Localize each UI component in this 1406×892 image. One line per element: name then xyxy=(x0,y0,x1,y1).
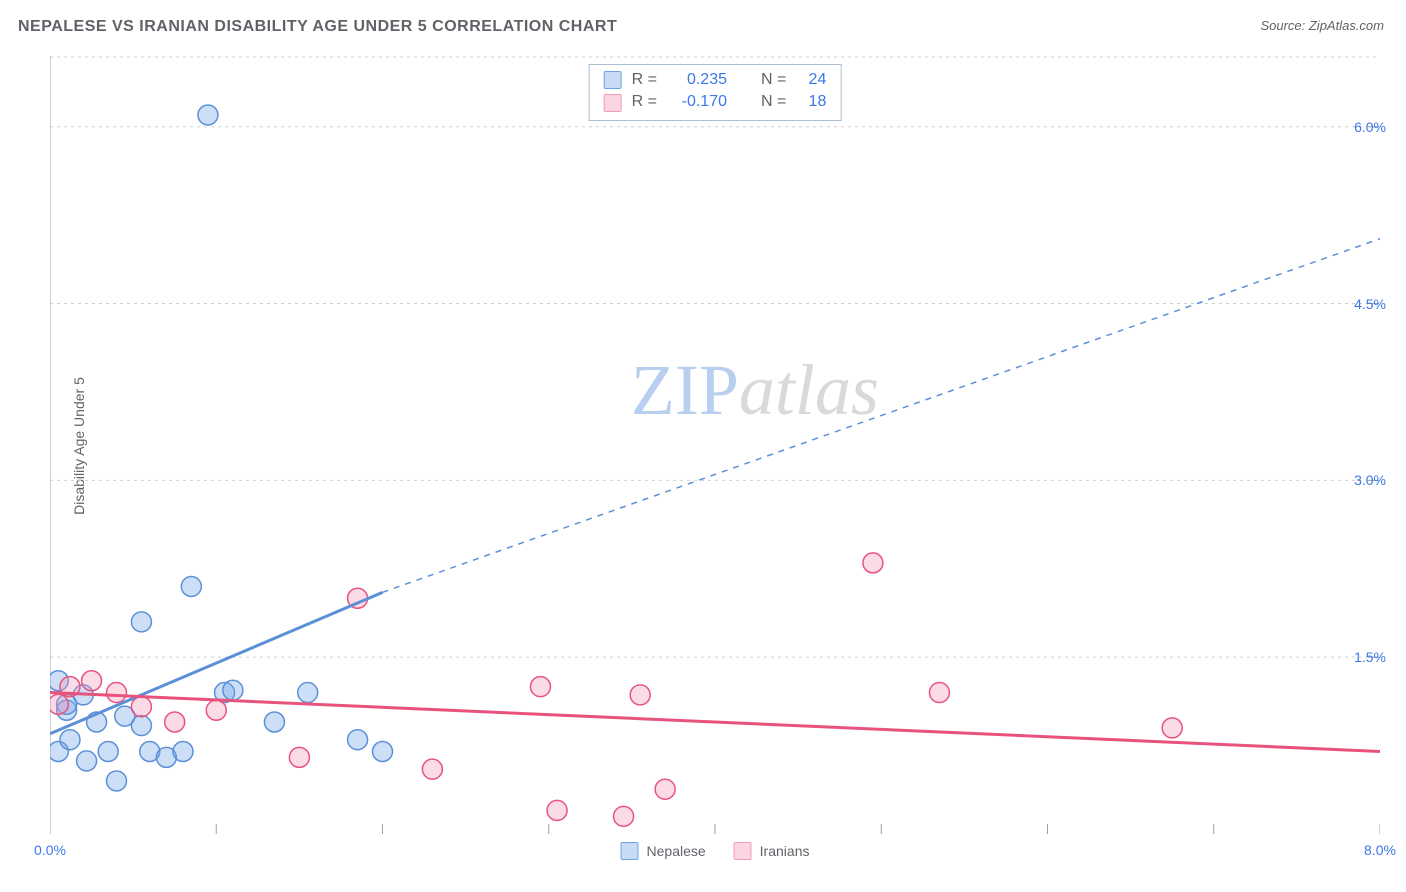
scatter-chart-svg: ZIPatlas xyxy=(50,56,1380,834)
stats-row-iranians: R = -0.170 N = 18 xyxy=(604,91,827,113)
legend-label: Nepalese xyxy=(647,843,706,859)
swatch-nepalese-icon xyxy=(604,71,622,89)
r-value-nepalese: 0.235 xyxy=(667,69,727,91)
n-label: N = xyxy=(761,91,786,113)
source-prefix: Source: xyxy=(1260,18,1308,33)
plot-area: ZIPatlas R = 0.235 N = 24 R = -0.170 N =… xyxy=(50,56,1380,834)
source-attribution: Source: ZipAtlas.com xyxy=(1260,18,1384,33)
n-value-iranians: 18 xyxy=(796,91,826,113)
series-legend: Nepalese Iranians xyxy=(621,842,810,860)
y-tick-label: 3.0% xyxy=(1354,472,1386,488)
swatch-iranians-icon xyxy=(604,94,622,112)
legend-item-nepalese: Nepalese xyxy=(621,842,706,860)
r-value-iranians: -0.170 xyxy=(667,91,727,113)
stats-row-nepalese: R = 0.235 N = 24 xyxy=(604,69,827,91)
r-label: R = xyxy=(632,69,657,91)
y-tick-label: 6.0% xyxy=(1354,119,1386,135)
y-tick-label: 1.5% xyxy=(1354,649,1386,665)
source-link[interactable]: ZipAtlas.com xyxy=(1309,18,1384,33)
n-value-nepalese: 24 xyxy=(796,69,826,91)
chart-title: NEPALESE VS IRANIAN DISABILITY AGE UNDER… xyxy=(18,18,617,36)
r-label: R = xyxy=(632,91,657,113)
legend-swatch-nepalese-icon xyxy=(621,842,639,860)
legend-item-iranians: Iranians xyxy=(734,842,810,860)
x-tick-label: 0.0% xyxy=(34,842,66,858)
chart-container: NEPALESE VS IRANIAN DISABILITY AGE UNDER… xyxy=(0,0,1406,892)
legend-label: Iranians xyxy=(760,843,810,859)
n-label: N = xyxy=(761,69,786,91)
correlation-stats-box: R = 0.235 N = 24 R = -0.170 N = 18 xyxy=(589,64,842,121)
legend-swatch-iranians-icon xyxy=(734,842,752,860)
x-tick-label: 8.0% xyxy=(1364,842,1396,858)
svg-text:ZIPatlas: ZIPatlas xyxy=(631,350,879,430)
y-tick-label: 4.5% xyxy=(1354,296,1386,312)
